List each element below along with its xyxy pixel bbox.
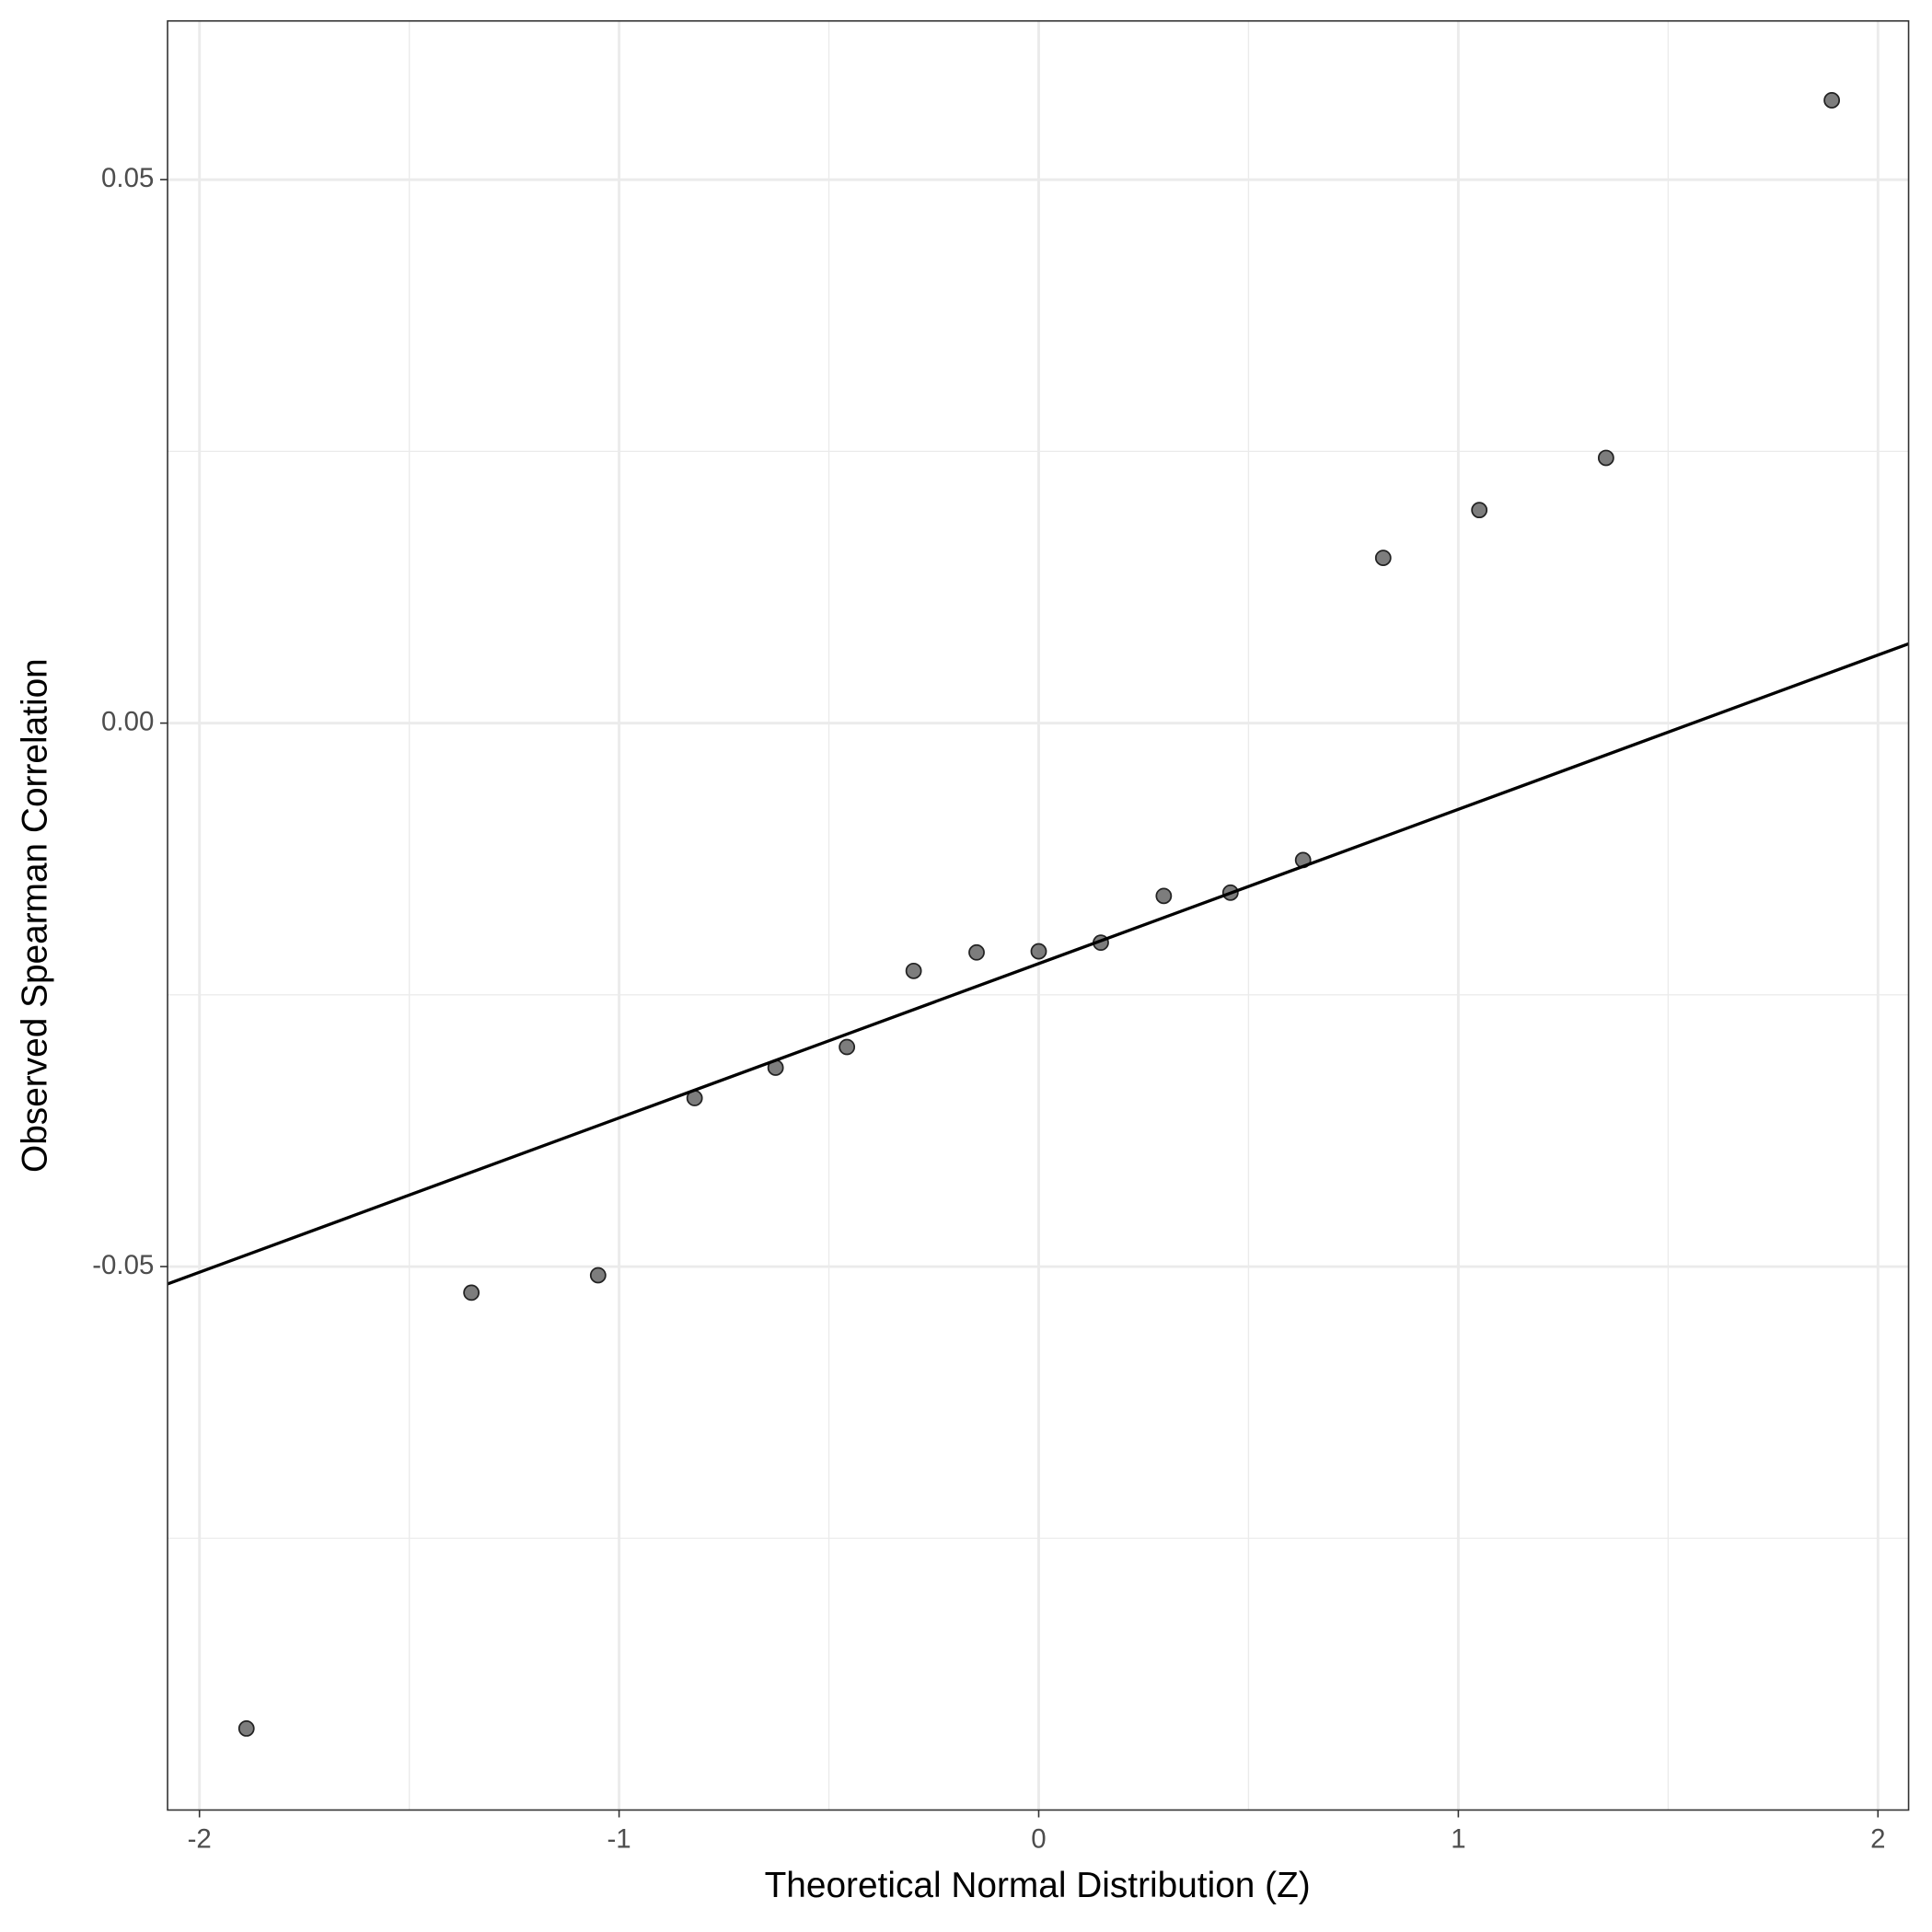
point xyxy=(1471,502,1488,519)
point xyxy=(589,1267,607,1284)
point xyxy=(237,1720,255,1737)
x-tick-label: 2 xyxy=(1870,1824,1885,1855)
point xyxy=(1030,943,1047,960)
point xyxy=(839,1038,856,1056)
point xyxy=(463,1284,480,1301)
reference-line xyxy=(167,642,1910,1286)
point xyxy=(1374,550,1392,567)
y-tick-label: -0.05 xyxy=(92,1250,154,1280)
x-tick-label: 0 xyxy=(1031,1824,1046,1855)
grid xyxy=(168,20,1909,1811)
y-axis-title: Observed Spearman Correlation xyxy=(15,658,54,1173)
x-tick-label: 1 xyxy=(1451,1824,1465,1855)
point xyxy=(1155,887,1173,905)
y-tick-label: 0.05 xyxy=(101,163,154,193)
point xyxy=(1823,92,1841,109)
marks xyxy=(167,92,1910,1737)
x-tick-label: -2 xyxy=(188,1824,212,1855)
x-tick-label: -1 xyxy=(607,1824,631,1855)
y-tick-label: 0.00 xyxy=(101,706,154,736)
x-axis-title: Theoretical Normal Distribution (Z) xyxy=(765,1866,1311,1905)
point xyxy=(968,943,985,961)
point xyxy=(1597,449,1614,467)
axes: -2 -1 0 1 2 -0.05 0.00 0.05 xyxy=(92,163,1885,1855)
point xyxy=(905,962,922,979)
